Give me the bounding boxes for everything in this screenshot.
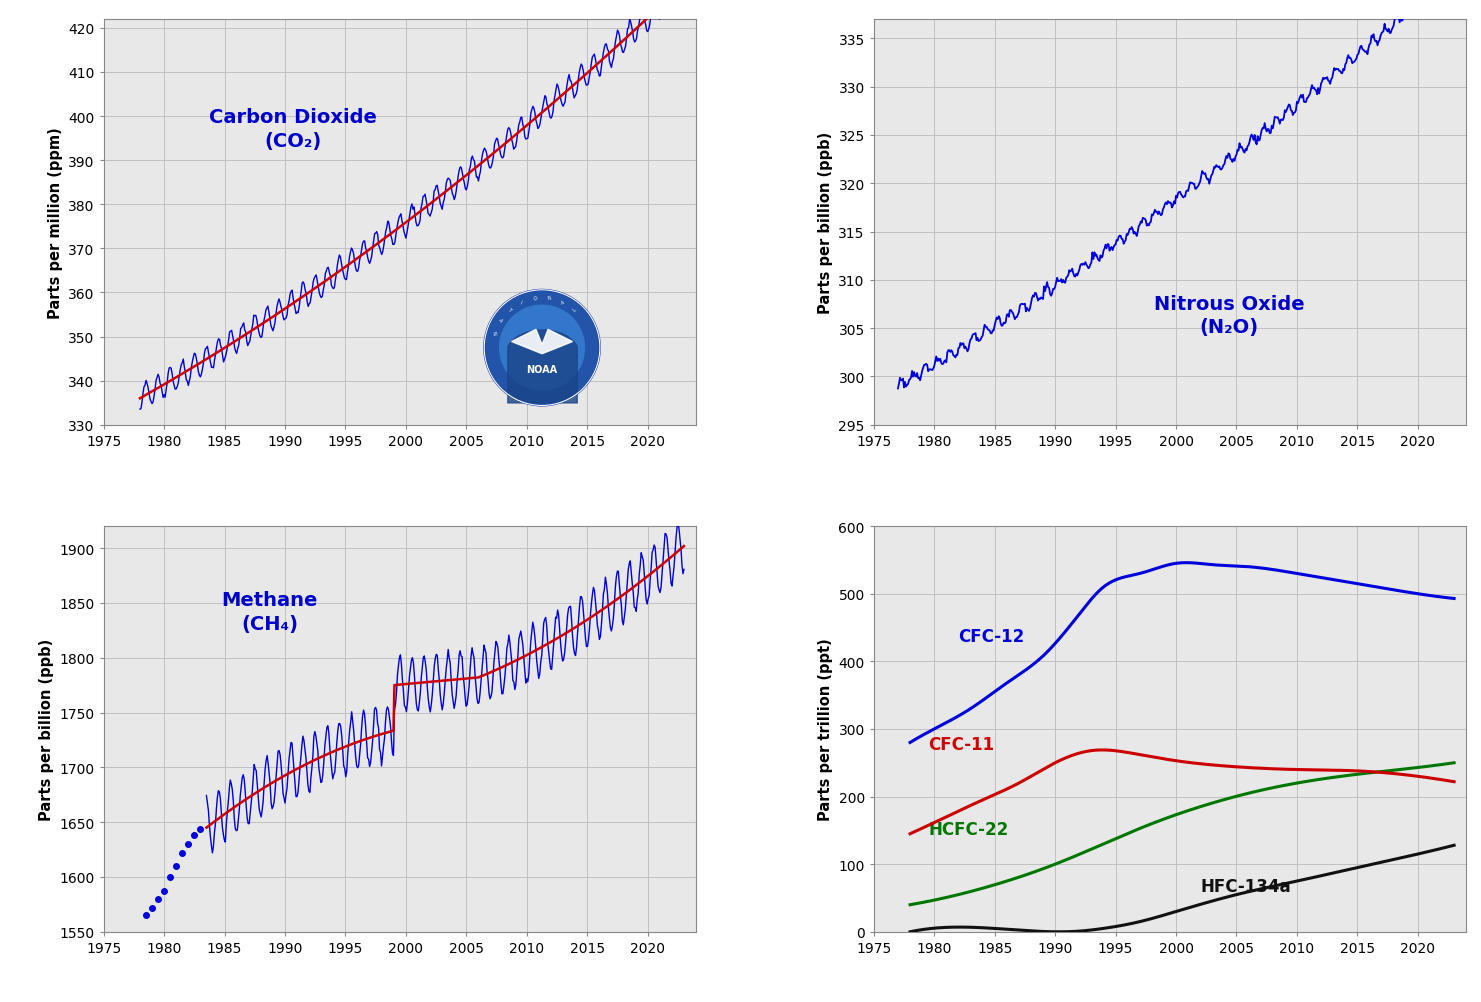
Text: CFC-12: CFC-12 [958,627,1025,645]
Text: HCFC-22: HCFC-22 [929,820,1009,838]
Y-axis label: Parts per million (ppm): Parts per million (ppm) [47,127,62,319]
Text: Methane
(CH₄): Methane (CH₄) [221,590,318,633]
Text: CFC-11: CFC-11 [929,735,994,754]
Y-axis label: Parts per trillion (ppt): Parts per trillion (ppt) [818,638,832,821]
Y-axis label: Parts per billion (ppb): Parts per billion (ppb) [39,638,53,821]
Text: Nitrous Oxide
(N₂O): Nitrous Oxide (N₂O) [1154,295,1305,337]
Y-axis label: Parts per billion (ppb): Parts per billion (ppb) [818,131,832,314]
Text: HFC-134a: HFC-134a [1200,878,1291,896]
Text: Carbon Dioxide
(CO₂): Carbon Dioxide (CO₂) [209,108,378,150]
